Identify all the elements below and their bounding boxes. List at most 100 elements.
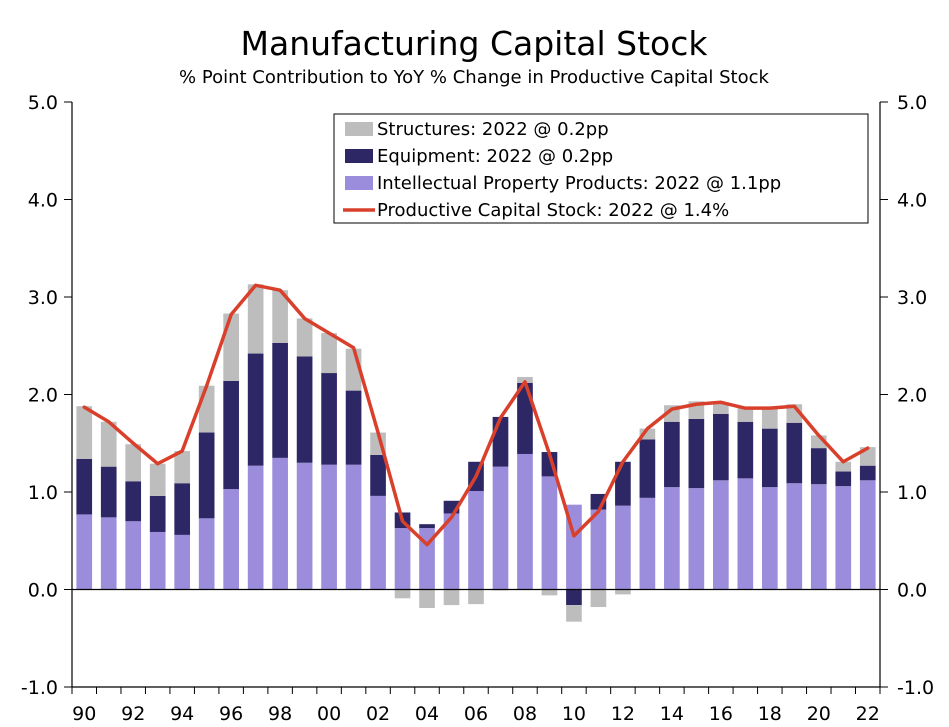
y-axis-right: 5.0 4.0 3.0 2.0 1.0 0.0 -1.0 — [880, 92, 934, 699]
bar-segment — [174, 534, 191, 590]
y-tick-label-left: 2.0 — [28, 385, 58, 407]
x-tick-label: 20 — [807, 703, 831, 725]
x-tick-label: 10 — [562, 703, 586, 725]
bar-segment — [345, 464, 362, 590]
x-tick-label: 02 — [366, 703, 390, 725]
chart-title: Manufacturing Capital Stock — [241, 24, 709, 63]
legend-label-ipp: Intellectual Property Products: 2022 @ 1… — [377, 173, 781, 194]
x-tick-label: 00 — [317, 703, 341, 725]
series-line-capital-stock — [82, 283, 870, 547]
bar-segment — [517, 382, 533, 454]
x-tick-label: 18 — [758, 703, 782, 725]
x-tick-label: 12 — [611, 703, 635, 725]
x-tick-label: 16 — [709, 703, 733, 725]
bar-segment — [223, 489, 239, 590]
bar-segment — [468, 491, 484, 590]
legend-label-capital-stock: Productive Capital Stock: 2022 @ 1.4% — [377, 200, 729, 221]
bar-segment — [223, 380, 239, 490]
bar-segment — [517, 453, 533, 590]
bar-segment — [443, 589, 460, 606]
bar-segment — [541, 476, 558, 590]
legend-label-structures: Structures: 2022 @ 0.2pp — [377, 119, 609, 140]
bar-segment — [639, 497, 656, 590]
bar-segment — [737, 478, 754, 590]
legend-label-equipment: Equipment: 2022 @ 0.2pp — [377, 146, 613, 167]
plot-frame — [71, 102, 881, 688]
bar-segment — [737, 421, 754, 479]
bar-segment — [590, 509, 607, 590]
bar-segment — [419, 524, 435, 529]
bar-segment — [517, 376, 533, 383]
bar-segment — [810, 484, 827, 590]
bar-segment — [810, 448, 827, 485]
bar-segment — [713, 480, 729, 590]
line-layer — [82, 283, 870, 547]
bar-segment — [321, 464, 337, 590]
x-tick-label: 08 — [513, 703, 537, 725]
bar-segment — [639, 439, 656, 498]
y-tick-label-right: 5.0 — [897, 92, 927, 114]
bar-segment — [321, 333, 337, 374]
x-tick-label: 22 — [856, 703, 880, 725]
y-axis-left: 5.0 4.0 3.0 2.0 1.0 0.0 -1.0 — [21, 92, 72, 699]
y-tick-label-right: 0.0 — [897, 580, 927, 602]
bar-segment — [492, 416, 509, 467]
x-tick-label: 92 — [121, 703, 145, 725]
bar-segment — [296, 356, 313, 463]
y-tick-label-right: 1.0 — [897, 482, 927, 504]
x-axis: 90 92 94 96 98 00 02 04 06 08 10 12 14 16 18 20 22 — [71, 687, 881, 725]
bar-segment — [761, 428, 778, 488]
bar-segment — [419, 589, 435, 609]
bar-segment — [370, 454, 386, 496]
bar-segment — [296, 462, 313, 590]
bar-segment — [443, 513, 460, 590]
bar-segment — [125, 444, 142, 482]
bar-segment — [419, 528, 435, 590]
x-tick-label: 06 — [464, 703, 488, 725]
legend: Structures: 2022 @ 0.2pp Equipment: 2022… — [333, 113, 869, 224]
bar-segment — [100, 517, 117, 590]
bar-segment — [125, 481, 142, 522]
bar-segment — [100, 421, 117, 467]
bar-segment — [468, 589, 484, 605]
bar-segment — [223, 313, 239, 381]
y-tick-label-left: 3.0 — [28, 287, 58, 309]
bar-segment — [664, 421, 680, 488]
bar-segment — [174, 483, 191, 535]
bar-segment — [713, 414, 729, 481]
bar-segment — [370, 495, 386, 590]
bar-segment — [859, 465, 876, 481]
bar-segment — [247, 353, 264, 466]
x-tick-label: 14 — [660, 703, 684, 725]
legend-swatch-equipment — [345, 149, 373, 163]
x-tick-label: 96 — [219, 703, 243, 725]
bar-segment — [149, 495, 166, 532]
bar-segment — [394, 528, 411, 590]
bar-segment — [174, 451, 191, 484]
y-tick-label-left: 0.0 — [28, 580, 58, 602]
bar-segment — [198, 385, 215, 433]
bar-segment — [149, 531, 166, 590]
bar-segment — [786, 483, 803, 590]
bar-segment — [639, 428, 656, 440]
legend-swatch-structures — [345, 122, 373, 136]
legend-swatch-ipp — [345, 176, 373, 190]
bar-segment — [198, 432, 215, 519]
bar-segment — [615, 589, 631, 595]
bar-segment — [615, 461, 631, 506]
bar-segment — [761, 409, 778, 429]
bar-segment — [272, 290, 288, 343]
y-tick-label-left: -1.0 — [21, 677, 58, 699]
bar-segment — [492, 466, 509, 590]
y-tick-label-right: 2.0 — [897, 385, 927, 407]
bar-segment — [125, 521, 142, 590]
bar-segment — [345, 390, 362, 465]
y-tick-label-right: 4.0 — [897, 190, 927, 212]
x-tick-label: 90 — [72, 703, 96, 725]
bar-segment — [296, 318, 313, 357]
bar-segment — [664, 487, 680, 590]
bar-segment — [590, 589, 607, 608]
chart-subtitle: % Point Contribution to YoY % Change in … — [179, 67, 769, 88]
x-tick-label: 94 — [170, 703, 194, 725]
